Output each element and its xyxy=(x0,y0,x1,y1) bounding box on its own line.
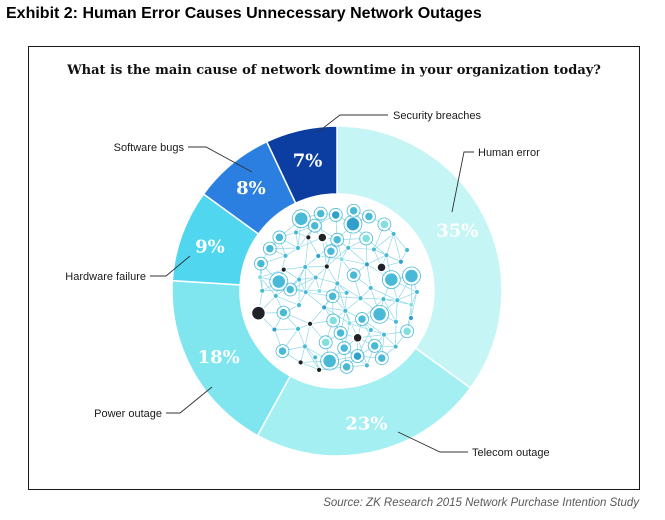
chart-title: What is the main cause of network downti… xyxy=(67,63,601,78)
slice-name-label: Power outage xyxy=(94,408,162,420)
slice-human-error xyxy=(336,125,503,390)
source-note: Source: ZK Research 2015 Network Purchas… xyxy=(323,497,639,509)
leader-line xyxy=(166,386,213,414)
value-label: 9% xyxy=(195,236,225,257)
slice-telecom-outage xyxy=(256,346,472,457)
slice-name-label: Telecom outage xyxy=(472,447,550,459)
slice-name-label: Human error xyxy=(478,147,540,159)
leader-line xyxy=(317,114,388,133)
leader-line xyxy=(188,146,253,173)
leader-line xyxy=(397,431,468,453)
slice-security-breaches xyxy=(265,125,338,205)
value-label: 8% xyxy=(236,178,266,199)
slice-name-label: Hardware failure xyxy=(65,271,146,283)
value-label: 18% xyxy=(198,347,240,368)
leader-line xyxy=(150,255,191,277)
value-label: 35% xyxy=(436,221,478,242)
leader-line xyxy=(451,151,474,213)
network-graph-illustration xyxy=(250,203,421,374)
slice-name-label: Software bugs xyxy=(114,142,185,154)
value-label: 7% xyxy=(293,150,323,171)
value-label: 23% xyxy=(345,414,387,435)
exhibit-title: Exhibit 2: Human Error Causes Unnecessar… xyxy=(6,5,482,22)
slice-name-label: Security breaches xyxy=(393,110,482,122)
